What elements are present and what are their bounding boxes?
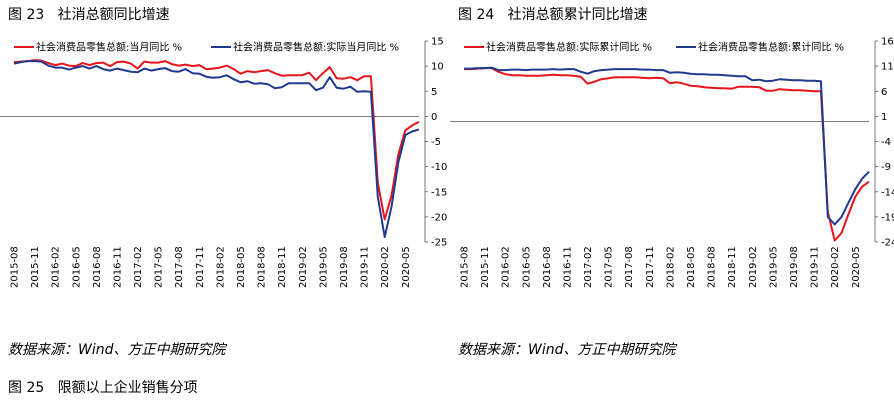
- x-tick-label: 2015-11: [480, 246, 491, 288]
- x-tick-label: 2017-11: [195, 246, 206, 288]
- series-line-1: [13, 59, 420, 221]
- x-tick-label: 2017-11: [645, 246, 656, 288]
- x-tick-label: 2019-05: [318, 246, 329, 288]
- figure-25-caption: 限额以上企业销售分项: [57, 380, 198, 396]
- figure-23-caption: 社消总额同比增速: [57, 7, 170, 23]
- x-tick-label: 2019-11: [360, 246, 371, 288]
- x-tick-label: 2015-11: [30, 246, 41, 288]
- series-line-2: [464, 66, 870, 226]
- x-tick-label: 2016-08: [542, 246, 553, 288]
- y-tick-label: 10: [431, 62, 444, 73]
- x-tick-label: 2016-05: [521, 246, 532, 288]
- y-tick-label: -5: [431, 137, 441, 148]
- x-tick-label: 2016-11: [112, 246, 123, 288]
- source-note-right: 数据来源：Wind、方正中期研究院: [458, 342, 676, 358]
- x-tick-label: 2018-02: [665, 246, 676, 288]
- y-tick-label: -15: [431, 187, 447, 198]
- chart-retail-sales-cumulative-yoy: 16 11 6 1 -4 -9 -14 -19 -24 2015-08 2015-11 2016-02…: [450, 37, 894, 288]
- x-tick-label: 2018-08: [257, 246, 268, 288]
- x-tick-label: 2018-05: [236, 246, 247, 288]
- x-tick-label: 2020-05: [851, 246, 862, 288]
- y-tick-label: -4: [881, 137, 891, 148]
- x-tick-label: 2017-02: [583, 246, 594, 288]
- x-tick-label: 2019-08: [339, 246, 350, 288]
- legend-label-2: 社会消费品零售总额:累计同比 %: [698, 41, 844, 54]
- figure-24-title: 图 24 社消总额累计同比增速: [458, 4, 648, 24]
- legend-label-2: 社会消费品零售总额:实际当月同比 %: [233, 41, 399, 54]
- chart-retail-sales-monthly-yoy: 15 10 5 0 -5 -10 -15 -20 -25 2015-08 2015-11 2016-0…: [0, 37, 447, 288]
- y-tick-label: 6: [881, 87, 887, 98]
- x-tick-label: 2015-08: [10, 246, 21, 288]
- x-tick-label: 2017-05: [604, 246, 615, 288]
- y-tick-label: 0: [431, 112, 437, 123]
- x-tick-label: 2019-05: [768, 246, 779, 288]
- series-line-2: [13, 60, 420, 238]
- series-line-1: [464, 67, 870, 242]
- x-tick-label: 2020-02: [830, 246, 841, 288]
- y-tick-label: -24: [881, 238, 894, 249]
- y-tick-label: -19: [881, 212, 894, 223]
- x-tick-label: 2019-02: [748, 246, 759, 288]
- figure-25-title: 图 25 限额以上企业销售分项: [8, 377, 198, 397]
- y-tick-label: 15: [431, 37, 444, 48]
- x-tick-label: 2018-11: [727, 246, 738, 288]
- y-tick-label: 5: [431, 87, 437, 98]
- figure-23-number: 图 23: [8, 7, 45, 23]
- x-tick-label: 2018-05: [686, 246, 697, 288]
- x-tick-label: 2015-08: [460, 246, 471, 288]
- x-tick-label: 2017-08: [624, 246, 635, 288]
- source-note-left: 数据来源：Wind、方正中期研究院: [8, 342, 226, 358]
- x-tick-label: 2017-02: [133, 246, 144, 288]
- legend-label-1: 社会消费品零售总额:实际累计同比 %: [486, 41, 652, 54]
- x-tick-label: 2020-05: [401, 246, 412, 288]
- x-tick-label: 2019-08: [789, 246, 800, 288]
- figure-24-caption: 社消总额累计同比增速: [507, 7, 648, 23]
- y-tick-label: -20: [431, 212, 447, 223]
- y-tick-label: -9: [881, 162, 891, 173]
- figure-23-title: 图 23 社消总额同比增速: [8, 4, 170, 24]
- x-tick-label: 2020-02: [380, 246, 391, 288]
- x-tick-label: 2017-05: [154, 246, 165, 288]
- x-tick-label: 2016-08: [92, 246, 103, 288]
- x-tick-label: 2018-11: [277, 246, 288, 288]
- y-tick-label: -25: [431, 238, 447, 249]
- figure-25-number: 图 25: [8, 380, 45, 396]
- y-tick-label: 11: [881, 62, 894, 73]
- figure-24-number: 图 24: [458, 7, 495, 23]
- y-tick-label: 1: [881, 112, 887, 123]
- x-tick-label: 2016-11: [562, 246, 573, 288]
- y-tick-label: -14: [881, 187, 894, 198]
- x-tick-label: 2016-05: [71, 246, 82, 288]
- x-tick-label: 2017-08: [174, 246, 185, 288]
- x-tick-label: 2019-02: [298, 246, 309, 288]
- x-tick-label: 2019-11: [810, 246, 821, 288]
- y-tick-label: 16: [881, 37, 894, 48]
- x-tick-label: 2016-02: [501, 246, 512, 288]
- x-tick-label: 2018-02: [215, 246, 226, 288]
- legend-label-1: 社会消费品零售总额:当月同比 %: [36, 41, 182, 54]
- x-tick-label: 2016-02: [51, 246, 62, 288]
- y-tick-label: -10: [431, 162, 447, 173]
- x-tick-label: 2018-08: [707, 246, 718, 288]
